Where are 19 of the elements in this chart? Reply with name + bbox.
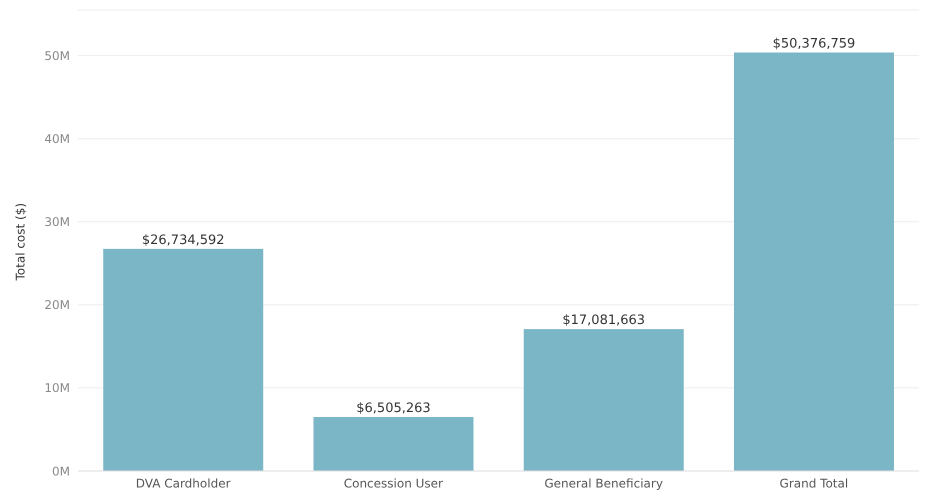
y-axis-title: Total cost ($) [13, 202, 28, 282]
y-tick-label: 40M [44, 132, 70, 146]
x-tick-label: General Beneficiary [544, 476, 663, 491]
y-tick-label: 50M [44, 48, 70, 63]
bar [734, 52, 894, 471]
data-label: $6,505,263 [356, 400, 431, 416]
bar [313, 416, 474, 471]
y-tick-label: 10M [44, 381, 70, 396]
y-tick-label: 0M [52, 464, 70, 478]
bar [524, 329, 684, 471]
x-tick-label: Grand Total [780, 476, 848, 491]
y-tick-label: 30M [44, 215, 70, 230]
x-tick-label: Concession User [344, 476, 444, 491]
x-tick-label: DVA Cardholder [136, 476, 231, 491]
data-label: $17,081,663 [562, 313, 646, 328]
data-label: $50,376,759 [772, 36, 856, 52]
bar [103, 248, 264, 471]
data-label: $26,734,592 [142, 232, 225, 248]
y-tick-label: 20M [44, 298, 70, 312]
